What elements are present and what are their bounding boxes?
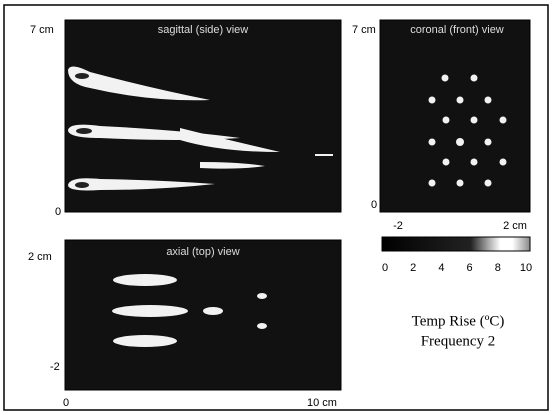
y-label: 0 — [371, 199, 377, 211]
colorbar-tick-label: 0 — [382, 262, 388, 274]
axial-heat — [112, 274, 267, 347]
caption: Frequency 2 — [421, 333, 496, 349]
colorbar-tick-label: 8 — [495, 262, 501, 274]
colorbar-tick-label: 6 — [467, 262, 473, 274]
colorbar-tick-label: 10 — [520, 262, 532, 274]
coronal-heat — [428, 74, 507, 187]
caption: Temp Rise (ºC) — [412, 313, 505, 329]
y-label: 7 cm — [352, 24, 376, 36]
y-label: 7 cm — [30, 24, 54, 36]
coronal-panel — [379, 19, 531, 213]
x-label: 10 cm — [307, 397, 337, 409]
panel-title: axial (top) view — [166, 246, 239, 258]
colorbar-tick-label: 2 — [410, 262, 416, 274]
colorbar — [381, 236, 531, 252]
x-label: 2 cm — [503, 220, 527, 232]
sagittal-heat — [68, 66, 333, 191]
y-label: 2 cm — [28, 251, 52, 263]
axial-panel — [64, 239, 342, 391]
colorbar-tick-label: 4 — [438, 262, 444, 274]
y-label: -2 — [50, 361, 60, 373]
colorbar-ticks: 0 2 4 6 8 10 — [382, 262, 532, 274]
panel-title: coronal (front) view — [410, 24, 504, 36]
x-label: 0 — [63, 397, 69, 409]
x-label: -2 — [393, 220, 403, 232]
panel-title: sagittal (side) view — [158, 24, 249, 36]
y-label: 0 — [55, 206, 61, 218]
